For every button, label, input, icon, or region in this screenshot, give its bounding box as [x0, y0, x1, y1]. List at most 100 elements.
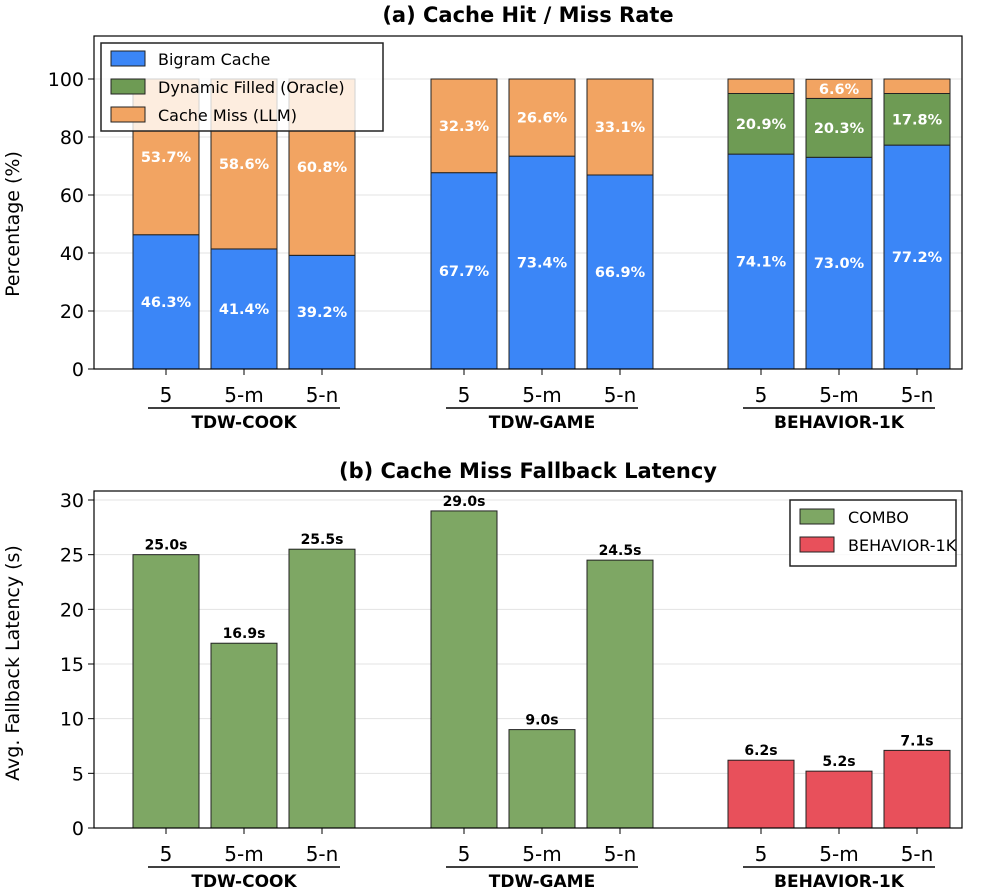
a-xtick-label: 5-n	[306, 383, 339, 407]
b-bar-label: 25.5s	[301, 532, 344, 548]
a-ytick-label: 60	[60, 185, 84, 207]
b-ytick-label: 25	[60, 545, 84, 567]
chart-a-ylabel: Percentage (%)	[2, 151, 24, 297]
b-bar-label: 16.9s	[223, 626, 266, 642]
chart-b-ylabel: Avg. Fallback Latency (s)	[2, 545, 24, 781]
b-ytick-label: 20	[60, 599, 84, 621]
chart-b-title: (b) Cache Miss Fallback Latency	[339, 459, 717, 483]
b-bar	[132, 554, 200, 829]
a-segment-label: 58.6%	[219, 157, 270, 173]
a-segment-label: 77.2%	[892, 250, 943, 266]
a-ytick-label: 80	[60, 127, 84, 149]
b-bar	[727, 759, 795, 829]
chart-b-legend: COMBO BEHAVIOR-1K	[789, 499, 957, 567]
b-bar-label: 6.2s	[744, 743, 777, 759]
a-legend-swatch	[110, 106, 146, 123]
a-bar-segment	[805, 78, 873, 99]
a-segment-label: 26.6%	[517, 111, 568, 127]
b-bar	[508, 729, 576, 829]
b-ytick-label: 15	[60, 654, 84, 676]
b-bar	[586, 559, 654, 829]
b-bar	[883, 749, 951, 829]
a-segment-label: 66.9%	[595, 265, 646, 281]
chart-a-title: (a) Cache Hit / Miss Rate	[382, 3, 673, 27]
a-xtick-label: 5-n	[901, 383, 934, 407]
b-bar	[210, 642, 278, 829]
b-xtick-label: 5	[160, 842, 173, 866]
chart-a-bars: 46.3% 53.7% 41.4% 58.6% 39.2% 60.8% 67.7% 32.3%…	[132, 78, 951, 370]
a-bar-segment	[508, 155, 576, 370]
b-xtick-label: 5	[458, 842, 471, 866]
b-bar-label: 5.2s	[822, 754, 855, 770]
a-segment-label: 67.7%	[439, 264, 490, 280]
b-ytick-label: 5	[72, 763, 84, 785]
a-bar-segment	[430, 78, 498, 174]
b-bar-label: 9.0s	[525, 713, 558, 729]
b-legend-label: BEHAVIOR-1K	[848, 536, 957, 555]
b-xtick-label: 5-n	[901, 842, 934, 866]
b-legend-label: COMBO	[848, 508, 909, 527]
b-group-label: TDW-GAME	[489, 872, 595, 890]
a-group-label: BEHAVIOR-1K	[774, 413, 905, 433]
a-xtick-label: 5	[458, 383, 471, 407]
b-bar-label: 25.0s	[145, 538, 188, 554]
a-segment-label: 73.0%	[814, 256, 865, 272]
a-ytick-label: 0	[72, 359, 84, 381]
a-segment-label: 73.4%	[517, 256, 568, 272]
a-segment-label: 20.3%	[814, 121, 865, 137]
b-xtick-label: 5-n	[306, 842, 339, 866]
b-ytick-label: 0	[72, 818, 84, 840]
a-xtick-label: 5	[160, 383, 173, 407]
b-bar-label: 7.1s	[900, 733, 933, 749]
a-segment-label: 33.1%	[595, 120, 646, 136]
b-ytick-label: 30	[60, 490, 84, 512]
chart-a-axes: 0 20 40 60 80 100 5 5-m 5-n TDW-COOK 5 5-m 5-n TDW-GA…	[48, 35, 963, 433]
a-bar-segment	[805, 156, 873, 370]
b-bar	[430, 510, 498, 829]
a-segment-label: 41.4%	[219, 302, 270, 318]
a-xtick-label: 5-n	[604, 383, 637, 407]
b-bar-label: 24.5s	[599, 543, 642, 559]
a-segment-label: 74.1%	[736, 255, 787, 271]
a-segment-label: 20.9%	[736, 117, 787, 133]
b-xtick-label: 5	[755, 842, 768, 866]
a-ytick-label: 20	[60, 301, 84, 323]
a-bar-segment	[727, 78, 795, 94]
a-legend-label: Cache Miss (LLM)	[158, 106, 297, 125]
b-bar	[288, 548, 356, 829]
a-segment-label: 17.8%	[892, 112, 943, 128]
chart-cache-miss-fallback-latency: (b) Cache Miss Fallback Latency Avg. Fal…	[2, 459, 963, 890]
a-xtick-label: 5-m	[522, 383, 561, 407]
a-legend-swatch	[110, 78, 146, 95]
a-ytick-label: 100	[48, 69, 84, 91]
a-xtick-label: 5-m	[819, 383, 858, 407]
a-segment-label: 6.6%	[819, 82, 860, 98]
a-xtick-label: 5	[755, 383, 768, 407]
a-bar-segment	[727, 93, 795, 155]
b-group-label: BEHAVIOR-1K	[774, 872, 905, 890]
b-legend-swatch	[799, 508, 835, 525]
a-bar-segment	[288, 254, 356, 370]
chart-cache-hit-miss-rate: (a) Cache Hit / Miss Rate Percentage (%)…	[2, 3, 963, 433]
a-segment-label: 32.3%	[439, 119, 490, 135]
a-legend-box	[100, 42, 384, 132]
a-xtick-label: 5-m	[224, 383, 263, 407]
a-group-label: TDW-GAME	[489, 413, 595, 433]
b-bar-label: 29.0s	[443, 494, 486, 510]
a-bar-segment	[430, 172, 498, 370]
a-segment-label: 60.8%	[297, 160, 348, 176]
a-bar-segment	[586, 78, 654, 176]
b-xtick-label: 5-m	[522, 842, 561, 866]
a-group-label: TDW-COOK	[191, 413, 297, 433]
b-bar	[805, 770, 873, 829]
a-legend-label: Dynamic Filled (Oracle)	[158, 78, 345, 97]
b-group-label: TDW-COOK	[191, 872, 297, 890]
b-xtick-label: 5-m	[819, 842, 858, 866]
b-plot-frame	[93, 490, 963, 829]
b-xtick-label: 5-m	[224, 842, 263, 866]
a-plot-frame	[93, 35, 963, 370]
b-ytick-label: 10	[60, 709, 84, 731]
b-xtick-label: 5-n	[604, 842, 637, 866]
b-legend-swatch	[799, 536, 835, 553]
